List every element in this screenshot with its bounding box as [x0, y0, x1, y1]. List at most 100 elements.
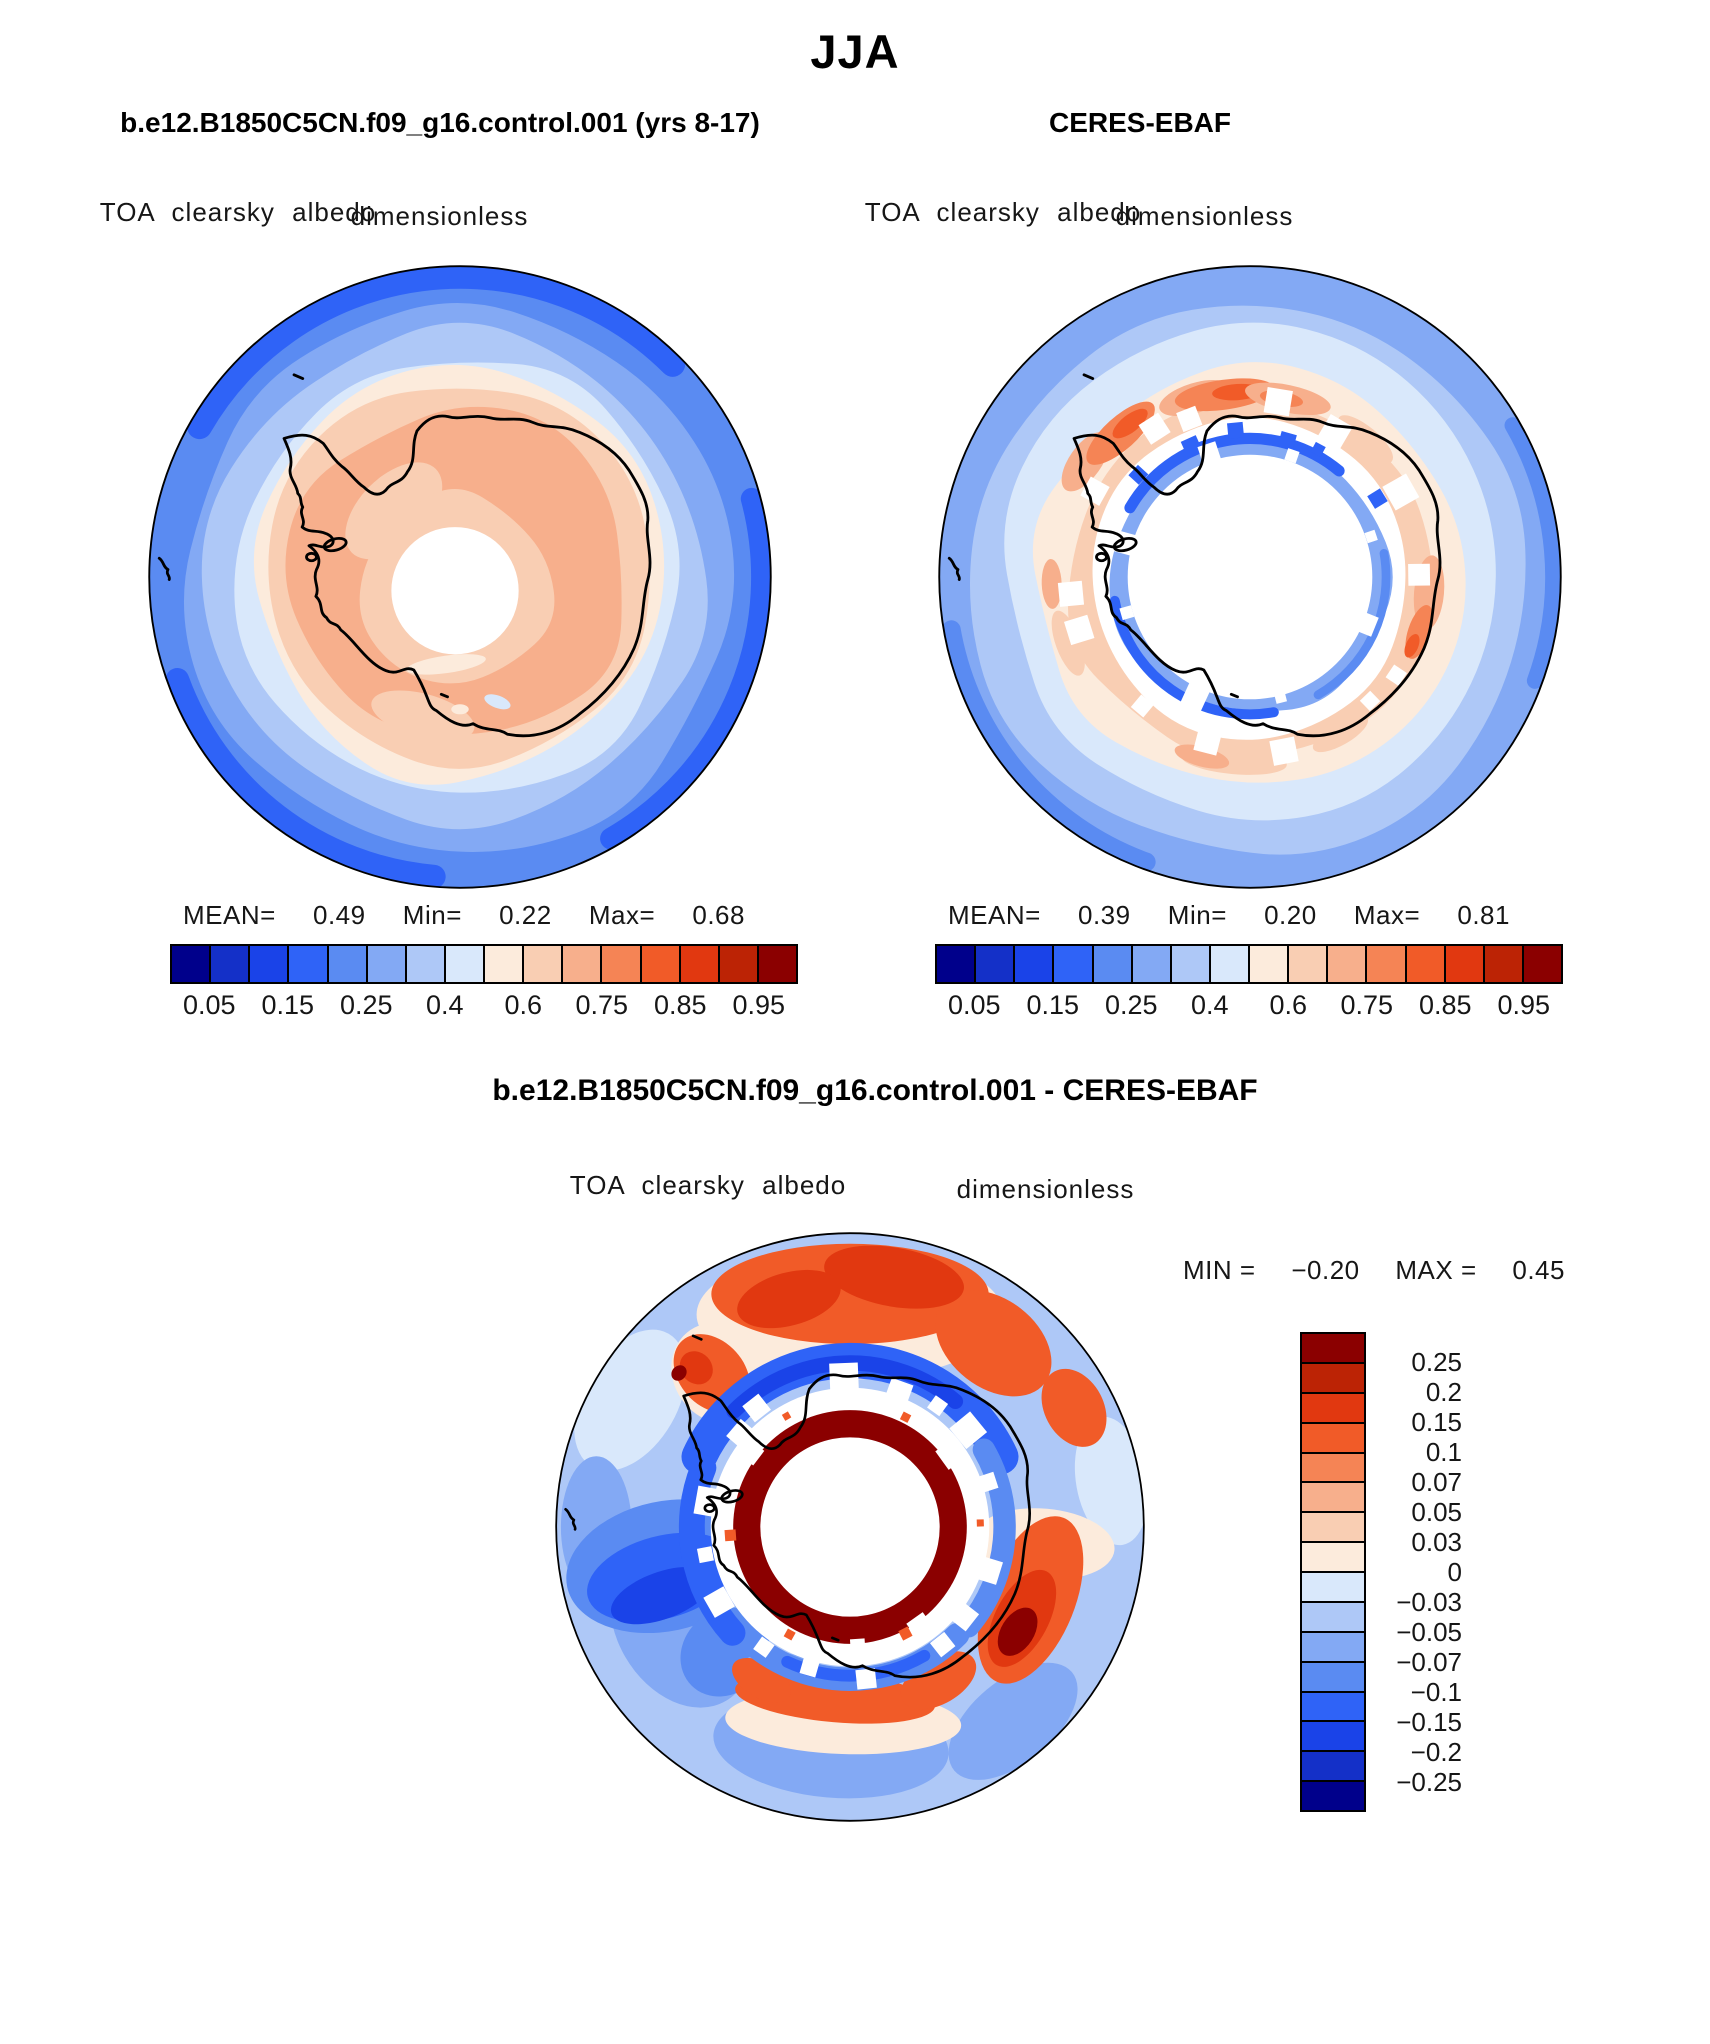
- colorbar-tick-label: 0.25: [1104, 990, 1158, 1020]
- colorbar-cell: [719, 946, 759, 982]
- obs-max-label: Max=: [1353, 900, 1421, 930]
- colorbar-tick-label: 0.6: [504, 990, 543, 1020]
- colorbar-cell: [1171, 946, 1211, 982]
- obs-panel-title: CERES-EBAF: [1048, 107, 1231, 138]
- diff-stats-row: MIN = −0.20 MAX = 0.45: [1183, 1255, 1565, 1286]
- colorbar-cell: [1302, 1334, 1364, 1364]
- colorbar-tick-label: 0.07: [1411, 1467, 1462, 1497]
- colorbar-tick-label: 0.75: [1340, 990, 1394, 1020]
- colorbar-tick-label: −0.05: [1396, 1617, 1462, 1647]
- colorbar-tick-label: 0.03: [1411, 1527, 1462, 1557]
- colorbar-cell: [211, 946, 251, 982]
- colorbar-tick-label: −0.15: [1396, 1707, 1462, 1737]
- model-field-label: TOA clearsky albedo: [99, 197, 377, 227]
- colorbar-cell: [250, 946, 290, 982]
- model-mean-value: 0.49: [313, 900, 366, 930]
- diff-map-contours: [556, 1233, 1144, 1821]
- colorbar-tick-label: 0.15: [261, 990, 315, 1020]
- antarctica-coastline: [157, 373, 652, 738]
- colorbar-cell: [1132, 946, 1172, 982]
- colorbar-tick-label: 0.2: [1425, 1377, 1462, 1407]
- colorbar-tick-label: −0.1: [1410, 1677, 1462, 1707]
- colorbar-cell: [485, 946, 525, 982]
- colorbar-cell: [1302, 1543, 1364, 1573]
- colorbar-cell: [1302, 1393, 1364, 1424]
- colorbar-cell: [1302, 1662, 1364, 1693]
- colorbar-cell: [1523, 946, 1561, 982]
- diff-min-value: −0.20: [1291, 1255, 1360, 1285]
- colorbar-cell: [1302, 1632, 1364, 1663]
- colorbar-cell: [680, 946, 720, 982]
- colorbar-cell: [172, 946, 212, 982]
- colorbar-tick-label: 0.75: [575, 990, 629, 1020]
- model-stats-row: MEAN= 0.49 Min= 0.22 Max= 0.68: [183, 900, 745, 931]
- colorbar-cell: [1054, 946, 1094, 982]
- colorbar-cell: [1302, 1573, 1364, 1603]
- model-map-contours: [149, 266, 771, 888]
- colorbar-cell: [563, 946, 603, 982]
- colorbar-cell: [602, 946, 642, 982]
- model-mean-label: MEAN=: [183, 900, 276, 930]
- model-colorbar-ticks: 0.05 0.15 0.25 0.4 0.6 0.75 0.85 0.95: [170, 990, 798, 1022]
- colorbar-tick-label: 0.1: [1425, 1437, 1462, 1467]
- colorbar-cell: [1302, 1483, 1364, 1514]
- map-boundary-circle: [938, 265, 1562, 889]
- obs-mean-value: 0.39: [1078, 900, 1131, 930]
- colorbar-tick-label: 0.05: [947, 990, 1001, 1020]
- colorbar-tick-label: 0.4: [425, 990, 464, 1020]
- colorbar-cell: [758, 946, 796, 982]
- colorbar-cell: [406, 946, 446, 982]
- model-min-label: Min=: [402, 900, 462, 930]
- model-colorbar: [170, 944, 798, 984]
- diff-field-label: TOA clearsky albedo: [569, 1170, 847, 1200]
- colorbar-tick-label: 0.15: [1411, 1407, 1462, 1437]
- colorbar-cell: [1015, 946, 1055, 982]
- obs-min-value: 0.20: [1264, 900, 1317, 930]
- colorbar-tick-label: 0.95: [732, 990, 786, 1020]
- colorbar-cell: [328, 946, 368, 982]
- colorbar-cell: [1302, 1602, 1364, 1633]
- colorbar-cell: [1289, 946, 1329, 982]
- colorbar-cell: [1302, 1423, 1364, 1454]
- colorbar-tick-label: 0.85: [1418, 990, 1472, 1020]
- colorbar-cell: [1484, 946, 1524, 982]
- colorbar-tick-label: −0.2: [1410, 1737, 1462, 1767]
- colorbar-cell: [1250, 946, 1290, 982]
- colorbar-tick-label: 0.95: [1497, 990, 1551, 1020]
- colorbar-tick-label: −0.03: [1396, 1587, 1462, 1617]
- obs-min-label: Min=: [1167, 900, 1227, 930]
- colorbar-cell: [1367, 946, 1407, 982]
- diff-colorbar: [1300, 1332, 1366, 1812]
- obs-stats-row: MEAN= 0.39 Min= 0.20 Max= 0.81: [948, 900, 1510, 931]
- antarctica-coastline: [947, 373, 1442, 738]
- diff-polar-map: [555, 1232, 1145, 1822]
- colorbar-cell: [1302, 1782, 1364, 1810]
- colorbar-cell: [524, 946, 564, 982]
- colorbar-tick-label: 0.05: [1411, 1497, 1462, 1527]
- diff-min-label: MIN =: [1183, 1255, 1256, 1285]
- model-min-value: 0.22: [499, 900, 552, 930]
- model-max-label: Max=: [588, 900, 656, 930]
- colorbar-tick-label: −0.25: [1396, 1767, 1462, 1797]
- obs-max-value: 0.81: [1457, 900, 1510, 930]
- diff-colorbar-ticks: 0.25 0.2 0.15 0.1 0.07 0.05 0.03 0 −0.03 −0.05 −0.…: [1362, 1332, 1462, 1812]
- colorbar-cell: [641, 946, 681, 982]
- colorbar-tick-label: 0.15: [1026, 990, 1080, 1020]
- model-polar-map: [148, 265, 772, 889]
- model-panel-title: b.e12.B1850C5CN.f09_g16.control.001 (yrs…: [120, 107, 760, 138]
- obs-units-label: dimensionless: [1115, 201, 1294, 231]
- colorbar-tick-label: 0.05: [182, 990, 236, 1020]
- colorbar-cell: [1210, 946, 1250, 982]
- colorbar-cell: [1406, 946, 1446, 982]
- obs-mean-label: MEAN=: [948, 900, 1041, 930]
- colorbar-tick-label: 0.6: [1269, 990, 1308, 1020]
- obs-colorbar: [935, 944, 1563, 984]
- colorbar-cell: [937, 946, 977, 982]
- colorbar-tick-label: 0.85: [653, 990, 707, 1020]
- colorbar-cell: [1302, 1752, 1364, 1783]
- diff-max-label: MAX =: [1395, 1255, 1477, 1285]
- colorbar-cell: [367, 946, 407, 982]
- colorbar-cell: [1302, 1453, 1364, 1484]
- diff-units-label: dimensionless: [956, 1174, 1135, 1204]
